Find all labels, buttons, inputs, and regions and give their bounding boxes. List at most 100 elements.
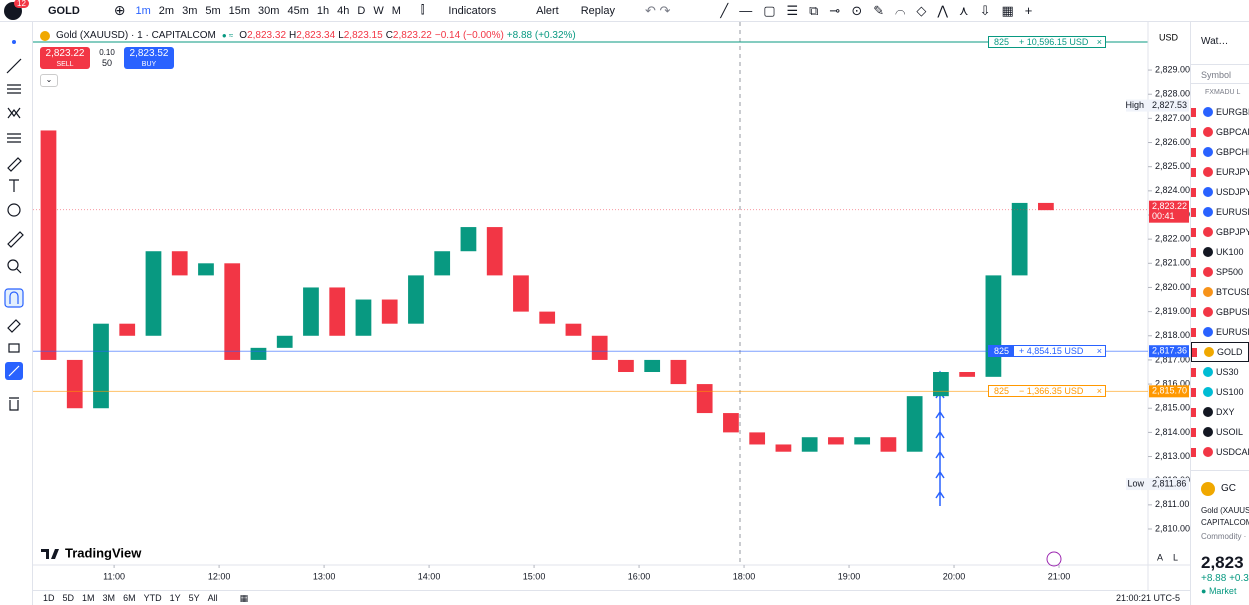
detail-exchange: CAPITALCOM ·	[1201, 518, 1249, 527]
price-level-label: 2,815.70	[1152, 386, 1187, 396]
watchlist-row[interactable]: GBPUSD	[1191, 302, 1249, 322]
candle-body	[355, 299, 372, 336]
watchlist-row[interactable]: USDJPY	[1191, 182, 1249, 202]
drawing-tools[interactable]: ╱—▢☰⧉⊸⊙✎⌒◇⋀⋏⇩▦+	[720, 2, 1044, 18]
brand: TradingView	[65, 545, 142, 560]
detail-status: Market	[1208, 586, 1237, 596]
interval[interactable]: W	[373, 4, 384, 17]
currency: USD	[1159, 32, 1179, 42]
range-button[interactable]: 6M	[123, 593, 136, 603]
avatar[interactable]: 12	[4, 0, 29, 20]
watchlist-row[interactable]: GBPJPY	[1191, 222, 1249, 242]
watchlist-row[interactable]: GOLD	[1191, 342, 1249, 362]
order-close[interactable]: ×	[1096, 346, 1102, 357]
chart-legend: Gold (XAUUSD) · 1 · CAPITALCOM ● ≈ O2,82…	[40, 30, 579, 41]
last-price-tag	[1149, 200, 1189, 223]
range-button[interactable]: 3M	[102, 593, 116, 603]
watchlist-row[interactable]: USDCAD	[1191, 442, 1249, 462]
goto-date[interactable]: ▦	[239, 592, 249, 603]
symbol-icon	[1203, 447, 1213, 457]
range-button[interactable]: 1M	[82, 593, 95, 603]
symbol-icon	[1203, 287, 1213, 297]
interval[interactable]: 1h	[316, 4, 330, 17]
watchlist-row[interactable]: EURUSD	[1191, 202, 1249, 222]
range-button[interactable]: 1Y	[169, 593, 181, 603]
candle-body	[250, 347, 267, 360]
watchlist-row[interactable]: DXY	[1191, 402, 1249, 422]
order-qty: 825	[989, 37, 1015, 47]
watchlist: Wat… Symbol FXMADU L EURGBP GBPCAD GBPCHF E…	[1190, 22, 1249, 605]
range-button[interactable]: 5Y	[188, 593, 200, 603]
interval[interactable]: M	[391, 4, 401, 17]
interval[interactable]: 30m	[258, 4, 280, 17]
x-tick-label: 21:00	[1048, 571, 1071, 581]
interval[interactable]: 15m	[228, 4, 251, 17]
alert-button[interactable]: Alert	[536, 4, 559, 17]
order-box[interactable]: 825 + 4,854.15 USD ×	[988, 345, 1106, 358]
row-flag	[1191, 367, 1196, 377]
interval[interactable]: 3m	[182, 4, 198, 17]
y-tick-label: 2,814.00	[1155, 427, 1190, 437]
watchlist-row[interactable]: GBPCHF	[1191, 142, 1249, 162]
symbol-name: USDCAD	[1216, 447, 1249, 457]
range-button[interactable]: YTD	[143, 593, 162, 603]
sell-button[interactable]: 2,823.22 SELL	[40, 47, 90, 69]
replay-button[interactable]: Replay	[580, 4, 615, 17]
watchlist-row[interactable]: SP500	[1191, 262, 1249, 282]
x-tick-label: 15:00	[523, 571, 546, 581]
watchlist-row[interactable]: EURJPY	[1191, 162, 1249, 182]
x-tick-label: 11:00	[103, 571, 125, 581]
symbol-name: EURGBP	[1216, 107, 1249, 117]
range-button[interactable]: 1D	[43, 593, 55, 603]
candle-body	[591, 335, 608, 360]
watchlist-row[interactable]: USOIL	[1191, 422, 1249, 442]
countdown: 00:41	[1152, 211, 1175, 221]
scale-button[interactable]: L	[1173, 552, 1178, 562]
indicators-button[interactable]: Indicators	[448, 4, 497, 17]
quantity[interactable]: 0.10 50	[99, 48, 115, 68]
event-icon[interactable]	[1046, 551, 1062, 567]
high-tag: High	[1125, 100, 1144, 110]
range-button[interactable]: 5D	[62, 593, 75, 603]
watchlist-row[interactable]: EURUSD	[1191, 322, 1249, 342]
scale-button[interactable]: A	[1157, 552, 1163, 562]
chart-type[interactable]: ⫿	[420, 4, 425, 16]
interval[interactable]: 5m	[205, 4, 221, 17]
order-close[interactable]: ×	[1096, 37, 1102, 47]
collapse[interactable]: ⌄	[40, 74, 58, 87]
watchlist-row[interactable]: UK100	[1191, 242, 1249, 262]
interval[interactable]: D	[357, 4, 366, 17]
order-qty: 825	[989, 346, 1015, 357]
candle-body	[933, 372, 949, 397]
symbol-icon	[1203, 227, 1213, 237]
undo[interactable]: ↶ ↷	[644, 2, 671, 18]
candle-body	[801, 437, 818, 452]
order-box[interactable]: 825 − 1,366.35 USD ×	[988, 385, 1106, 398]
add-symbol[interactable]: ⊕	[113, 2, 126, 18]
symbol-search[interactable]: GOLD	[48, 4, 80, 17]
watchlist-row[interactable]: BTCUSD	[1191, 282, 1249, 302]
interval[interactable]: 2m	[158, 4, 175, 17]
y-tick-label: 2,827.00	[1155, 113, 1190, 123]
symbol-name: USDJPY	[1216, 187, 1249, 197]
buy-button[interactable]: 2,823.52 BUY	[124, 47, 174, 69]
price-level-tag	[1149, 385, 1189, 398]
watchlist-row[interactable]: GBPCAD	[1191, 122, 1249, 142]
interval[interactable]: 45m	[287, 4, 309, 17]
candle-body	[1011, 202, 1028, 276]
watchlist-row[interactable]: US30	[1191, 362, 1249, 382]
range-button[interactable]: All	[207, 593, 218, 603]
watchlist-title[interactable]: Wat…	[1201, 36, 1229, 47]
top-toolbar: 12 GOLD ⊕ 1m 2m 3m 5m 15m 30m 45m 1h 4h D W M ⫿ Ind…	[0, 0, 1249, 22]
order-close[interactable]: ×	[1096, 386, 1102, 397]
interval[interactable]: 1m	[135, 4, 151, 17]
group-header: FXMADU L	[1205, 89, 1241, 96]
candle-body	[880, 437, 897, 452]
ohlc-part: O	[239, 30, 248, 41]
symbol-icon	[1203, 207, 1213, 217]
order-box[interactable]: 825 + 10,596.15 USD ×	[988, 36, 1106, 48]
interval[interactable]: 4h	[337, 4, 350, 17]
watchlist-row[interactable]: US100	[1191, 382, 1249, 402]
y-tick-label: 2,817.00	[1155, 354, 1190, 364]
watchlist-row[interactable]: EURGBP	[1191, 102, 1249, 122]
